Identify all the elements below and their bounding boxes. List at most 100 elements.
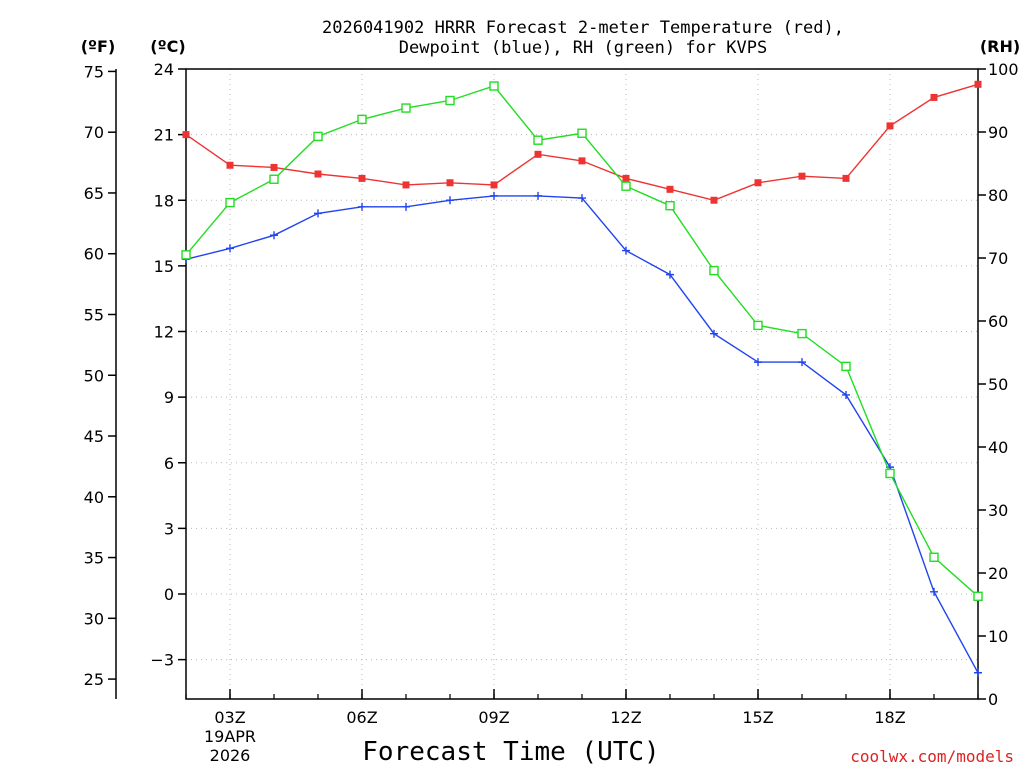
temperature-point (314, 170, 322, 178)
rh-tick-label: 90 (988, 123, 1008, 142)
dewpoint-point (710, 329, 718, 338)
fahrenheit-tick-label: 40 (84, 488, 104, 507)
rh-point (401, 103, 411, 113)
rh-point (929, 552, 939, 562)
temperature-line (185, 83, 979, 202)
rh-tick-label: 0 (988, 690, 998, 709)
temperature-point (710, 196, 718, 204)
time-tick-label: 18Z (874, 708, 905, 727)
rh-tick-label: 20 (988, 564, 1008, 583)
rh-unit-label: (RH) (980, 37, 1020, 56)
celsius-tick-label: 12 (154, 323, 174, 342)
rh-point (225, 197, 235, 208)
dewpoint-point (798, 358, 806, 367)
temperature-point (622, 174, 630, 182)
rh-tick-label: 100 (988, 60, 1019, 79)
celsius-tick-label: 24 (154, 60, 174, 79)
rh-tick-label: 70 (988, 249, 1008, 268)
time-tick-label: 06Z (346, 708, 377, 727)
temperature-point (798, 172, 806, 180)
fahrenheit-tick-label: 25 (84, 670, 104, 689)
data-series (181, 80, 983, 677)
dewpoint-line (185, 195, 979, 674)
rh-point (445, 95, 455, 106)
temperature-point (974, 80, 982, 88)
time-axis: 03Z 06Z 09Z 12Z 15Z 18Z (185, 689, 979, 727)
rh-point (621, 181, 631, 191)
dewpoint-point (754, 358, 762, 367)
rh-point (489, 81, 499, 91)
chart-title-line-1: 2026041902 HRRR Forecast 2-meter Tempera… (322, 18, 844, 38)
rh-tick-label: 40 (988, 438, 1008, 457)
fahrenheit-unit-label: (ºF) (81, 37, 116, 56)
celsius-tick-label: 0 (164, 585, 174, 604)
dewpoint-point (226, 244, 234, 253)
temperature-point (666, 185, 674, 193)
celsius-tick-label: 9 (164, 388, 174, 407)
rh-point (973, 591, 983, 602)
temperature-point (578, 157, 586, 165)
fahrenheit-tick-label: 65 (84, 184, 104, 203)
temperature-point (270, 163, 278, 171)
celsius-tick-label: −3 (150, 651, 174, 670)
dewpoint-point (930, 587, 938, 596)
time-tick-label: 15Z (742, 708, 773, 727)
fahrenheit-tick-label: 30 (84, 609, 104, 628)
rh-tick-label: 50 (988, 375, 1008, 394)
celsius-tick-label: 21 (154, 126, 174, 145)
rh-point (313, 131, 323, 142)
fahrenheit-tick-label: 45 (84, 427, 104, 446)
rh-point (269, 174, 279, 184)
dewpoint-point (534, 191, 542, 200)
dewpoint-point (490, 191, 498, 200)
rh-point (753, 320, 763, 331)
rh-point (533, 135, 543, 145)
dewpoint-point (358, 202, 366, 211)
temperature-point (930, 93, 938, 101)
celsius-axis: 24 21 18 15 12 9 6 3 0 −3 (150, 60, 186, 670)
celsius-tick-label: 3 (164, 519, 174, 538)
x-axis-title: Forecast Time (UTC) (362, 737, 659, 767)
fahrenheit-tick-label: 75 (84, 62, 104, 81)
fahrenheit-tick-label: 35 (84, 549, 104, 568)
temperature-point (182, 131, 190, 139)
dewpoint-point (974, 668, 982, 677)
fahrenheit-axis: 75 70 65 60 55 50 45 40 35 30 25 (84, 62, 116, 689)
time-tick-label: 03Z (214, 708, 245, 727)
temperature-point (754, 179, 762, 187)
temperature-point (402, 181, 410, 189)
dewpoint-point (446, 196, 454, 205)
chart-title-line-2: Dewpoint (blue), RH (green) for KVPS (399, 38, 767, 58)
temperature-point (446, 179, 454, 187)
dewpoint-point (666, 270, 674, 279)
temperature-point (226, 161, 234, 169)
rh-point (841, 361, 851, 372)
temperature-point (842, 174, 850, 182)
dewpoint-point (578, 194, 586, 203)
time-tick-label: 12Z (610, 708, 641, 727)
temperature-point (534, 150, 542, 158)
temperature-point (358, 174, 366, 182)
temperature-point (490, 181, 498, 189)
rh-point (181, 250, 191, 260)
rh-point (797, 328, 807, 339)
fahrenheit-tick-label: 70 (84, 123, 104, 142)
dewpoint-point (314, 209, 322, 218)
date-label-day: 19APR (204, 727, 256, 746)
fahrenheit-tick-label: 60 (84, 245, 104, 264)
rh-tick-label: 60 (988, 312, 1008, 331)
rh-point (709, 265, 719, 276)
celsius-tick-label: 6 (164, 454, 174, 473)
rh-tick-label: 10 (988, 627, 1008, 646)
dewpoint-point (622, 246, 630, 255)
time-tick-label: 09Z (478, 708, 509, 727)
date-label-year: 2026 (210, 746, 251, 765)
fahrenheit-tick-label: 55 (84, 305, 104, 324)
rh-tick-label: 30 (988, 501, 1008, 520)
celsius-tick-label: 15 (154, 257, 174, 276)
rh-point (577, 128, 587, 138)
celsius-tick-label: 18 (154, 191, 174, 210)
dewpoint-point (270, 231, 278, 240)
